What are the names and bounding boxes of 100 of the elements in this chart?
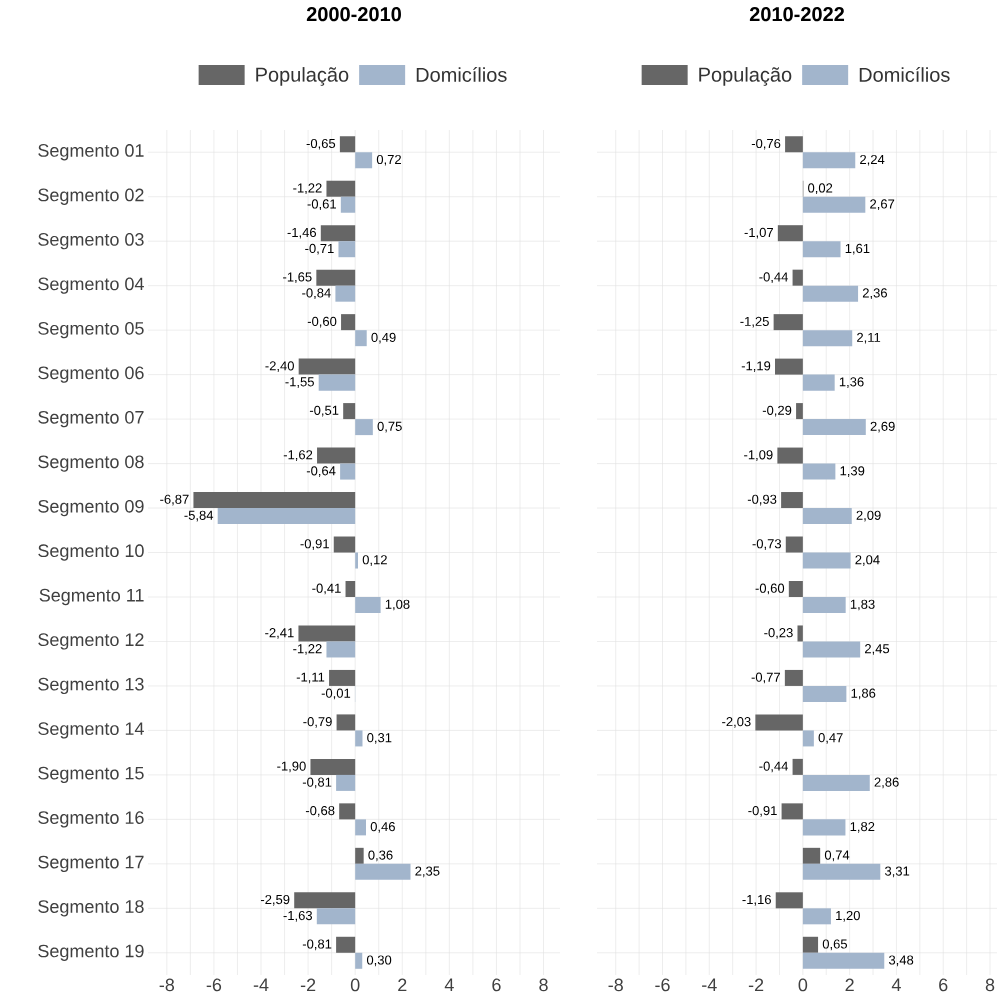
x-tick-label: 8 (985, 978, 995, 992)
data-label: -2,40 (265, 361, 294, 372)
data-label: -0,64 (306, 466, 336, 477)
x-tick-label: 2 (398, 978, 407, 992)
data-label: 0,75 (377, 421, 402, 433)
data-label: 0,65 (822, 939, 848, 951)
bar (775, 358, 803, 375)
x-tick-label: 6 (492, 978, 501, 992)
data-label: 2,36 (862, 288, 887, 300)
bar (355, 552, 359, 569)
bar (802, 285, 859, 302)
bar (329, 669, 356, 686)
data-label: -1,19 (741, 361, 771, 372)
data-label: -0,23 (764, 628, 793, 639)
data-label: -1,46 (287, 227, 317, 239)
bar (320, 225, 356, 242)
data-label: -0,60 (755, 583, 785, 595)
bar (802, 641, 861, 658)
bar (343, 403, 356, 420)
data-label: 0,49 (371, 332, 396, 344)
data-label: 1,86 (851, 688, 876, 700)
y-tick-label: Segmento 07 (38, 410, 144, 428)
bar (802, 152, 856, 169)
data-label: -0,51 (309, 405, 339, 417)
data-label: 1,82 (850, 822, 875, 833)
x-tick-label: -6 (655, 978, 670, 992)
data-label: -0,77 (751, 672, 780, 684)
bar (326, 641, 356, 658)
x-tick-label: -4 (253, 978, 269, 991)
bar (788, 580, 803, 597)
bar (781, 803, 803, 820)
data-label: 2,09 (856, 510, 881, 522)
bar (802, 730, 814, 747)
y-tick-label: Segmento 13 (38, 677, 144, 695)
data-label: 2,24 (860, 154, 885, 166)
y-tick-label: Segmento 10 (38, 544, 144, 561)
data-label: -0,81 (302, 939, 332, 951)
data-label: 1,20 (836, 910, 860, 922)
bar (341, 314, 356, 331)
data-label: -1,25 (740, 316, 769, 328)
bar (773, 314, 803, 331)
bar (298, 358, 356, 375)
bar (802, 330, 853, 347)
bar (317, 447, 356, 464)
bar (802, 508, 852, 525)
data-label: 1,36 (839, 377, 864, 388)
y-tick-label: Segmento 12 (38, 633, 144, 650)
bar (340, 463, 356, 480)
data-label: -0,44 (759, 272, 788, 284)
bar (802, 774, 870, 791)
bar (355, 330, 367, 347)
data-label: -1,65 (283, 272, 312, 284)
y-tick-label: Segmento 17 (38, 855, 144, 872)
y-tick-label: Segmento 14 (38, 722, 144, 739)
bar (802, 908, 831, 925)
data-label: -0,29 (762, 405, 792, 417)
bar (336, 714, 356, 731)
y-tick-label: Segmento 03 (38, 233, 144, 250)
bar (316, 908, 356, 925)
x-tick-label: 4 (444, 978, 454, 991)
x-tick-label: 6 (939, 978, 948, 992)
data-label: -0,73 (752, 539, 782, 550)
x-tick-label: 8 (539, 978, 548, 992)
y-tick-label: Segmento 08 (38, 455, 144, 472)
data-label: -0,61 (307, 199, 336, 211)
data-label: -0,71 (305, 243, 334, 255)
bar (355, 847, 364, 864)
y-tick-label: Segmento 15 (38, 766, 144, 784)
data-label: -1,22 (293, 183, 322, 195)
data-label: 1,39 (840, 466, 865, 477)
data-label: -0,41 (312, 583, 341, 595)
bar (318, 374, 356, 391)
data-label: -1,07 (744, 227, 773, 239)
bar (339, 803, 356, 820)
x-tick-label: -2 (300, 978, 316, 992)
bar (802, 552, 851, 569)
bar (326, 180, 356, 197)
bar (802, 863, 881, 880)
bar (796, 403, 803, 420)
data-label: 2,11 (857, 332, 881, 344)
data-label: -0,68 (305, 805, 335, 817)
chart-title: 2010-2022 (749, 7, 845, 22)
bar (355, 952, 363, 969)
data-label: -0,91 (748, 805, 777, 817)
bar (298, 625, 356, 642)
data-label: 0,36 (368, 850, 393, 862)
data-label: 0,46 (370, 822, 395, 833)
bar (345, 580, 356, 597)
data-label: 1,83 (850, 599, 875, 611)
bar (802, 847, 821, 864)
data-label: 0,72 (376, 154, 401, 166)
legend-label: População (256, 67, 349, 86)
y-tick-label: Segmento 11 (39, 588, 144, 606)
bar (797, 625, 803, 642)
data-label: 0,74 (824, 850, 850, 862)
data-label: -2,59 (260, 894, 290, 906)
data-label: 2,86 (874, 777, 899, 789)
data-label: -0,79 (303, 717, 332, 728)
bar (802, 463, 836, 480)
y-tick-label: Segmento 18 (38, 900, 144, 917)
